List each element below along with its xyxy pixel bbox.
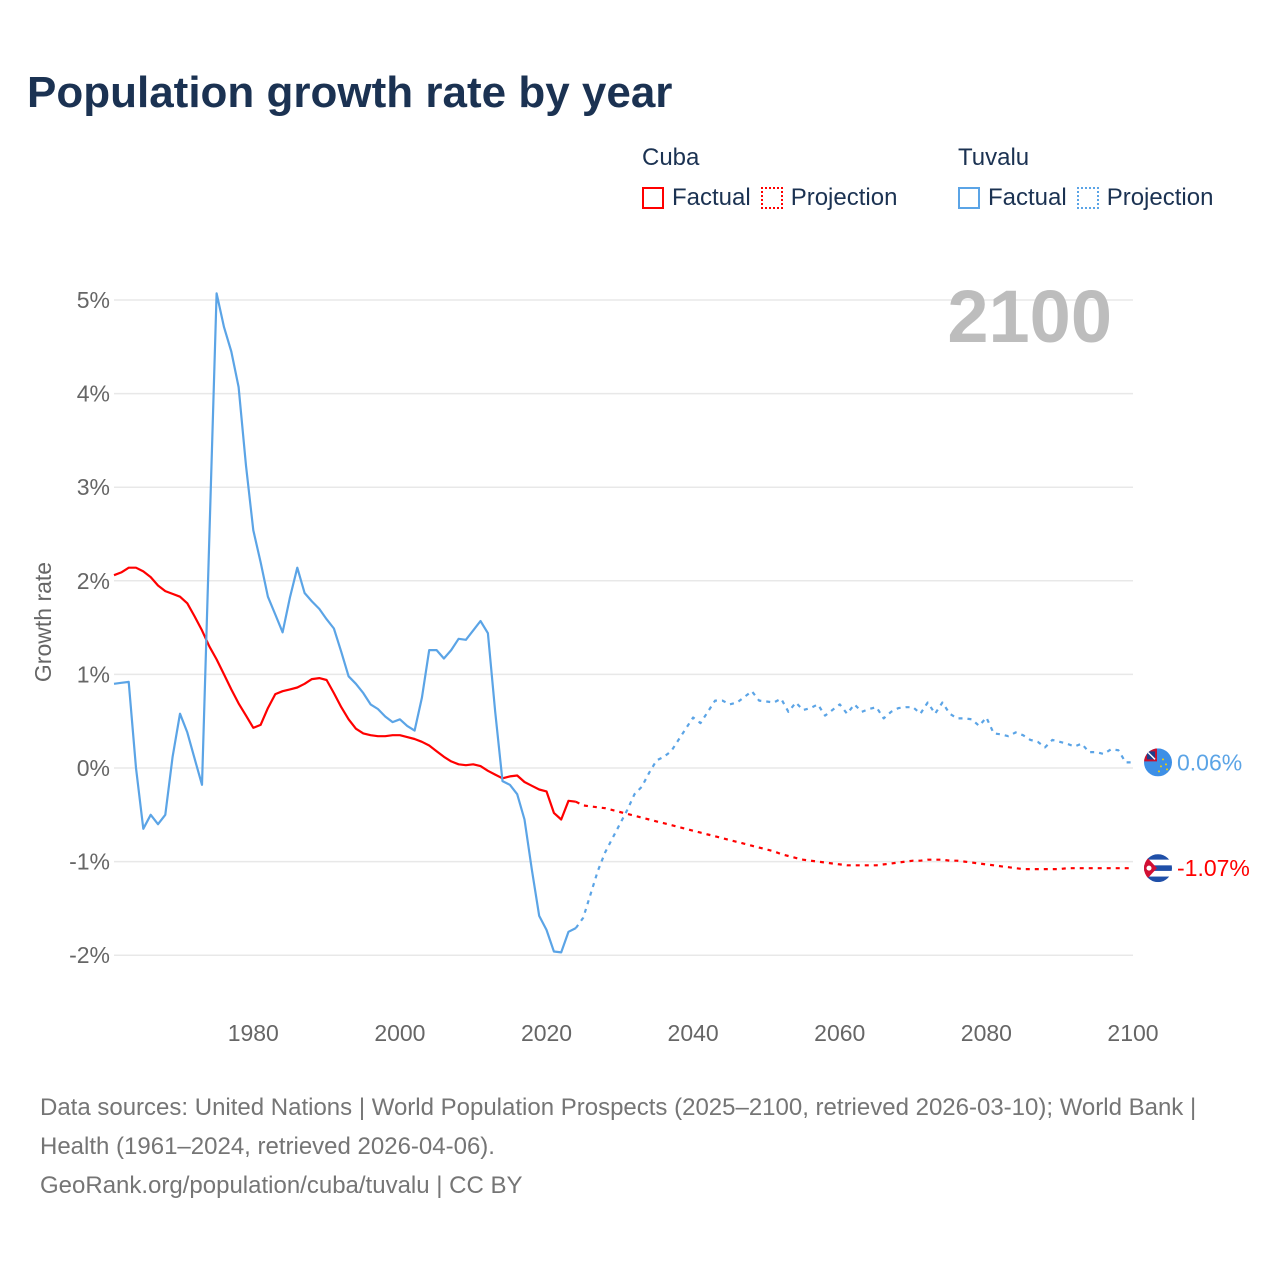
legend-group-name: Tuvalu (958, 144, 1030, 171)
series-line-tuvalu-projection (574, 690, 1133, 929)
legend-swatch-solid (642, 187, 664, 209)
legend-item-cuba-projection[interactable]: Projection (760, 184, 898, 212)
year-watermark: 2100 (947, 275, 1112, 358)
x-tick-label: 2020 (521, 1020, 572, 1046)
tuvalu-flag-icon (1144, 748, 1172, 777)
y-tick-label: -1% (69, 849, 110, 875)
legend-label: Factual (988, 184, 1067, 211)
series-line-tuvalu-factual (113, 292, 577, 954)
y-tick-label: 3% (77, 474, 110, 500)
y-tick-label: 2% (77, 568, 110, 594)
legend-swatch-dotted (760, 187, 783, 209)
y-tick-label: 0% (77, 755, 110, 781)
y-tick-label: 1% (77, 661, 110, 687)
legend-label: Projection (790, 184, 898, 211)
cuba-flag-icon (1144, 854, 1172, 883)
x-tick-label: 2080 (961, 1020, 1012, 1046)
x-tick-label: 2060 (814, 1020, 865, 1046)
x-tick-label: 1980 (228, 1020, 279, 1046)
legend-swatch-solid (958, 187, 980, 209)
end-value-label: -1.07% (1177, 855, 1250, 881)
y-axis-label: Growth rate (30, 562, 56, 682)
legend-item-tuvalu-projection[interactable]: Projection (1076, 184, 1214, 212)
y-tick-label: 5% (77, 287, 110, 313)
legend-swatch-dotted (1076, 187, 1099, 209)
y-tick-label: -2% (69, 942, 110, 968)
legend-item-tuvalu-factual[interactable]: Factual (958, 184, 1067, 212)
end-value-label: 0.06% (1177, 749, 1242, 775)
x-tick-label: 2000 (374, 1020, 425, 1046)
chart-title: Population growth rate by year (27, 68, 673, 117)
series-line-cuba-factual (113, 566, 576, 821)
legend-group-tuvalu: Tuvalu Factual Projection (958, 144, 1223, 212)
credit-link[interactable]: GeoRank.org/population/cuba/tuvalu | CC … (40, 1172, 523, 1199)
legend-group-cuba: Cuba Factual Projection (642, 144, 907, 212)
legend-group-name: Cuba (642, 144, 700, 171)
legend-label: Factual (672, 184, 751, 211)
footer: Data sources: United Nations | World Pop… (40, 1088, 1240, 1205)
legend-item-cuba-factual[interactable]: Factual (642, 184, 751, 212)
series-line-cuba-projection (575, 800, 1133, 871)
legend-label: Projection (1106, 184, 1214, 211)
x-tick-label: 2100 (1107, 1020, 1158, 1046)
data-sources: Data sources: United Nations | World Pop… (40, 1094, 1197, 1160)
y-tick-label: 4% (77, 381, 110, 407)
x-tick-label: 2040 (668, 1020, 719, 1046)
